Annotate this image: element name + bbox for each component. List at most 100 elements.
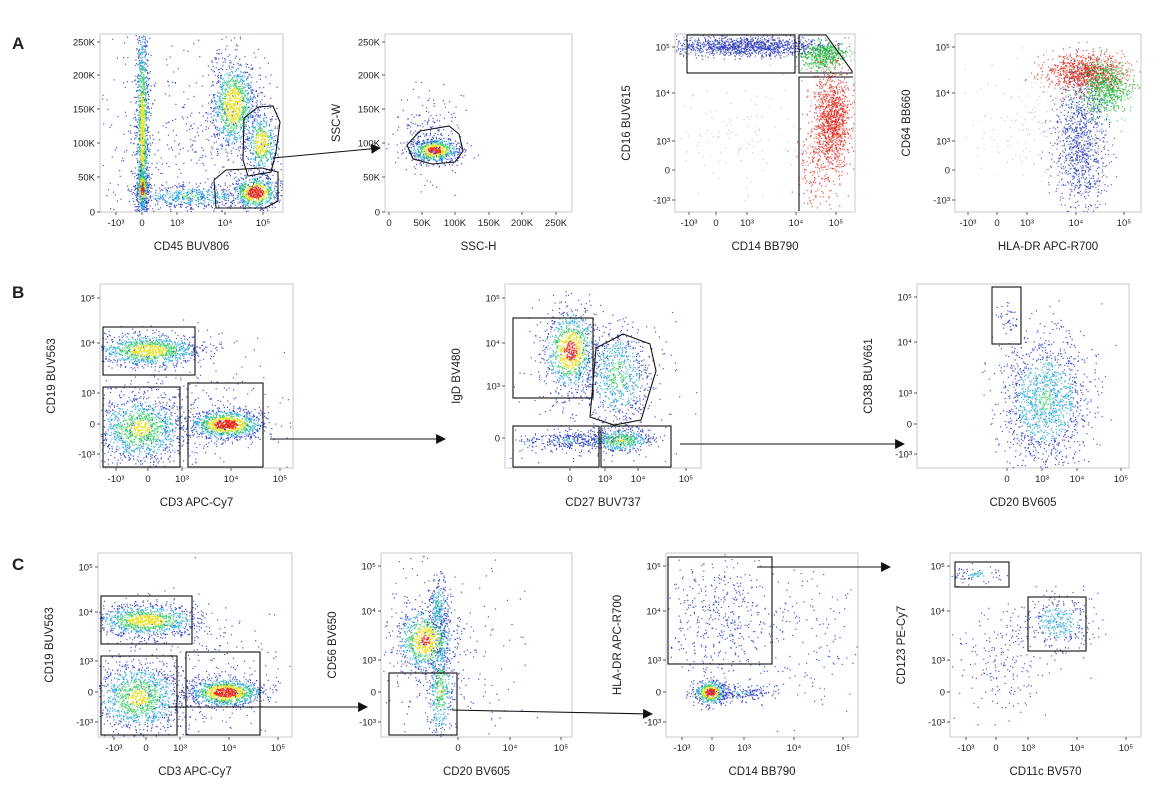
y-tick-label: 10⁵ — [655, 43, 670, 54]
y-axis-label: CD16 BUV615 — [621, 85, 633, 160]
x-tick-label: 100K — [444, 218, 467, 229]
plot-frame — [100, 284, 293, 468]
y-tick-label: 10⁴ — [361, 607, 376, 618]
x-tick-label: 10³ — [173, 743, 187, 754]
y-tick-label: 10³ — [79, 657, 93, 668]
x-tick-label: 10⁵ — [271, 743, 286, 754]
x-tick-label: 250K — [545, 218, 568, 229]
x-tick-label: 0 — [709, 743, 714, 754]
x-tick-label: 10⁵ — [554, 743, 569, 754]
x-tick-label: 10³ — [170, 218, 184, 229]
x-tick-label: 10³ — [1020, 218, 1034, 229]
x-tick-label: 0 — [139, 218, 144, 229]
y-tick-label: 10⁵ — [646, 562, 661, 573]
arrow-c2-to-c3 — [452, 710, 652, 714]
y-tick-label: 10³ — [656, 137, 670, 148]
x-tick-label: 10⁵ — [836, 743, 851, 754]
y-tick-label: 0 — [90, 208, 95, 219]
y-tick-label: 0 — [665, 166, 670, 177]
scatter-points — [676, 35, 855, 212]
x-axis-label: CD3 APC-Cy7 — [158, 766, 232, 778]
y-axis-label: CD64 BB660 — [901, 89, 913, 156]
plot-frame — [98, 553, 292, 737]
y-tick-label: 0 — [495, 434, 500, 445]
y-tick-label: 10⁵ — [361, 562, 376, 573]
x-tick-label: 10⁴ — [218, 218, 233, 229]
x-tick-label: 50K — [414, 218, 432, 229]
y-tick-label: 10³ — [931, 656, 945, 667]
x-tick-label: 10⁵ — [256, 218, 271, 229]
y-tick-label: 10⁴ — [935, 89, 950, 100]
x-tick-label: 10⁴ — [631, 474, 646, 485]
x-axis-label: CD14 BB790 — [731, 241, 798, 253]
scatter-points — [99, 557, 290, 737]
y-tick-label: 50K — [78, 173, 96, 184]
y-tick-label: 250K — [73, 38, 96, 49]
x-tick-label: 0 — [713, 218, 718, 229]
scatter-points — [668, 554, 858, 732]
y-tick-label: -10³ — [78, 450, 95, 461]
y-tick-label: 10³ — [81, 389, 95, 400]
x-axis-label: CD20 BV605 — [989, 497, 1056, 509]
x-tick-label: 0 — [994, 218, 999, 229]
x-tick-label: 10⁵ — [829, 218, 844, 229]
x-tick-label: 10⁴ — [787, 743, 802, 754]
y-tick-label: 10³ — [362, 656, 376, 667]
y-tick-label: 0 — [90, 420, 95, 431]
y-tick-label: 0 — [945, 166, 950, 177]
y-tick-label: 10⁴ — [930, 607, 945, 618]
x-tick-label: 10⁴ — [224, 474, 239, 485]
y-tick-label: 50K — [363, 173, 381, 184]
y-tick-label: 200K — [73, 71, 96, 82]
x-tick-label: 10⁵ — [1119, 743, 1134, 754]
x-tick-label: 150K — [478, 218, 501, 229]
x-axis-label: HLA-DR APC-R700 — [998, 241, 1098, 253]
y-axis-label: CD38 BUV661 — [863, 338, 875, 413]
scatter-points — [510, 291, 697, 463]
gate-non-b-non-t-c — [101, 656, 177, 735]
y-tick-label: 0 — [940, 688, 945, 699]
x-tick-label: 10⁵ — [1114, 474, 1129, 485]
x-tick-label: 200K — [511, 218, 534, 229]
x-tick-label: 0 — [567, 474, 572, 485]
gate-cd56-neg-cd20-neg — [389, 673, 457, 735]
y-tick-label: 10⁵ — [485, 294, 500, 305]
x-tick-label: 10⁴ — [503, 743, 518, 754]
x-tick-label: 10⁴ — [222, 743, 237, 754]
y-tick-label: 10³ — [898, 389, 912, 400]
x-tick-label: 10⁵ — [679, 474, 694, 485]
y-tick-label: -10³ — [933, 196, 950, 207]
y-tick-label: -10³ — [76, 718, 93, 729]
y-axis-label: CD19 BUV563 — [44, 607, 56, 682]
arrow-a1-to-a2 — [273, 148, 380, 158]
y-axis-label: IgD BV480 — [451, 348, 463, 404]
x-tick-label: 10⁴ — [1070, 743, 1085, 754]
x-tick-label: -10³ — [681, 218, 698, 229]
y-tick-label: -10³ — [644, 718, 661, 729]
x-tick-label: 10³ — [1021, 743, 1035, 754]
y-tick-label: 10⁴ — [485, 339, 500, 350]
x-tick-label: 10³ — [740, 218, 754, 229]
x-tick-label: -10³ — [108, 474, 125, 485]
x-tick-label: 0 — [993, 743, 998, 754]
y-tick-label: 10⁵ — [897, 293, 912, 304]
y-tick-label: 10⁴ — [655, 89, 670, 100]
x-axis-label: CD45 BUV806 — [154, 241, 229, 253]
x-tick-label: -10³ — [106, 743, 123, 754]
y-tick-label: 0 — [656, 688, 661, 699]
y-tick-label: 10³ — [936, 137, 950, 148]
y-tick-label: 150K — [73, 105, 96, 116]
y-tick-label: 10⁴ — [78, 608, 93, 619]
x-tick-label: 0 — [145, 474, 150, 485]
x-tick-label: 10⁵ — [273, 474, 288, 485]
panel-letter-c: C — [12, 555, 24, 574]
y-axis-label: CD123 PE-Cy7 — [896, 606, 908, 685]
y-tick-label: -10³ — [928, 718, 945, 729]
y-tick-label: 0 — [371, 688, 376, 699]
x-tick-label: 0 — [1004, 474, 1009, 485]
x-tick-label: 10⁴ — [1070, 474, 1085, 485]
